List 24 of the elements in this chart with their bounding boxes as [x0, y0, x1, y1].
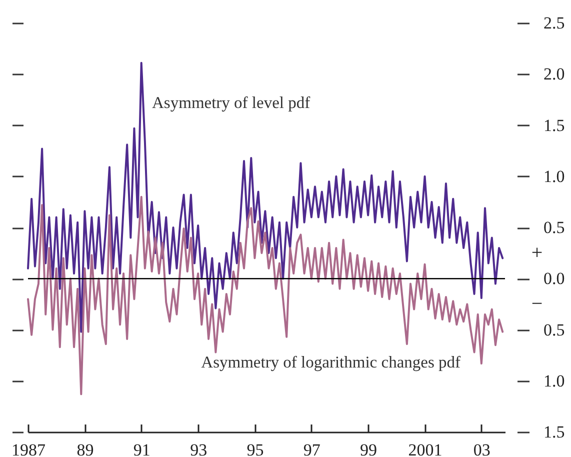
y-tick-label: 1.0 — [544, 371, 565, 390]
x-tick-label: 97 — [303, 440, 321, 457]
text: + — [531, 242, 543, 264]
y-tick-label: 1.5 — [544, 116, 565, 135]
x-tick-label: 93 — [190, 440, 208, 457]
series-label: Asymmetry of level pdf — [152, 93, 311, 112]
x-tick-label: 95 — [246, 440, 264, 457]
x-tick-label: 99 — [360, 440, 378, 457]
y-tick-label: 0.5 — [544, 320, 565, 340]
x-tick-label: 03 — [473, 440, 490, 457]
x-tick-label: 91 — [133, 440, 150, 457]
line-series — [27, 62, 504, 333]
line-series — [27, 196, 504, 396]
x-tick-label: 89 — [76, 440, 94, 457]
series-label: Asymmetry of logarithmic changes pdf — [201, 352, 462, 372]
x-tick-label: 1987 — [12, 440, 46, 457]
y-tick-label: 0.5 — [544, 218, 565, 237]
x-tick-label: 2001 — [408, 440, 442, 457]
y-tick-label: 0.0 — [544, 269, 565, 288]
y-tick-label: 2.5 — [544, 14, 565, 32]
y-tick-label: 1.0 — [544, 166, 565, 186]
text: − — [531, 293, 543, 316]
y-tick-label: 2.0 — [544, 64, 565, 84]
y-tick-label: 1.5 — [544, 422, 565, 442]
